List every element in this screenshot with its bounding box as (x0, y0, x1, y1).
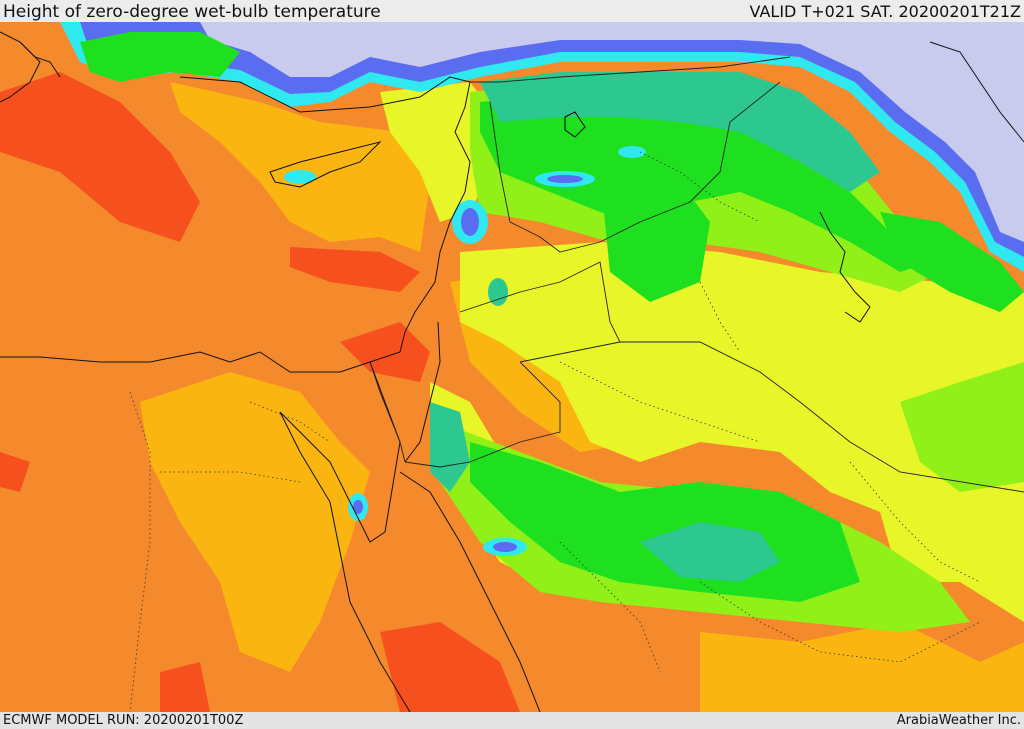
map-canvas (0, 22, 1024, 712)
field-green-turkey-lower (80, 32, 240, 82)
field-red-orange-south (160, 662, 210, 712)
model-run-label: ECMWF MODEL RUN: 20200201T00Z (3, 713, 244, 728)
weather-map (0, 22, 1024, 712)
header-bar: Height of zero-degree wet-bulb temperatu… (0, 0, 1024, 22)
spot-cyan-cyprus (284, 170, 316, 184)
field-blue-turkey (80, 22, 1024, 257)
field-yellow-sinai (140, 372, 370, 672)
field-yellow-south (700, 622, 1024, 712)
field-red-orange-west (0, 452, 30, 492)
field-very-low-turkey (200, 22, 1024, 242)
spot-blue-lebanon (461, 208, 479, 236)
field-green-turkey-syria (480, 92, 930, 272)
field-green-central (600, 172, 710, 302)
credit-label: ArabiaWeather Inc. (896, 713, 1021, 728)
map-title: Height of zero-degree wet-bulb temperatu… (3, 2, 381, 22)
footer-bar: ECMWF MODEL RUN: 20200201T00Z ArabiaWeat… (0, 712, 1024, 729)
spot-blue-hijaz (493, 542, 517, 552)
coastlines (0, 31, 1024, 712)
field-teal-north (480, 72, 880, 192)
field-teal-saudi (640, 522, 780, 582)
field-red-orange-coast (340, 322, 430, 382)
lake-shape (564, 111, 586, 138)
spot-cyan-jordan (488, 278, 508, 306)
valid-time-label: VALID T+021 SAT. 20200201T21Z (749, 2, 1021, 21)
spot-cyan-ne (618, 146, 646, 158)
field-green-east (880, 212, 1024, 312)
field-teal-hijaz (430, 402, 470, 492)
spot-blue-sinai (353, 500, 363, 514)
borders (369, 56, 1024, 493)
admin-boundaries (129, 151, 981, 712)
field-red-orange-redsea (380, 622, 520, 712)
spot-blue-iraq (547, 175, 583, 183)
field-yellow-north (170, 82, 430, 252)
field-red-orange-egypt (290, 247, 420, 292)
field-yellow-green-arabia (460, 242, 1024, 622)
field-light-green-east (900, 362, 1024, 492)
field-red-orange-mediterranean (0, 72, 200, 242)
